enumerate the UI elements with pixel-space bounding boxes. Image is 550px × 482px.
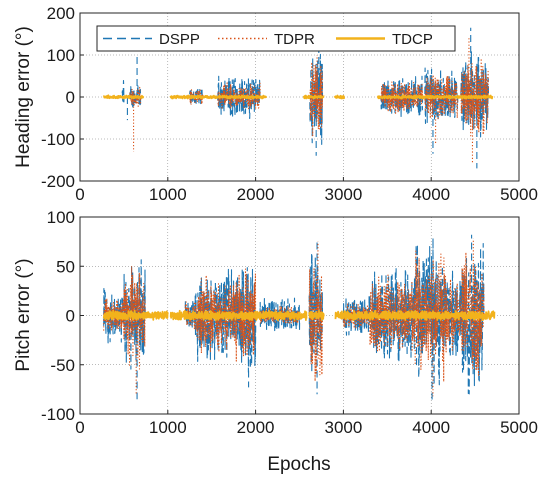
- pitch-x-tick-label: 0: [75, 418, 84, 437]
- pitch-y-tick-label: 50: [56, 257, 75, 276]
- legend: DSPP TDPR TDCP: [96, 25, 456, 52]
- heading-x-tick-label: 4000: [412, 185, 450, 204]
- heading-x-tick-label: 3000: [324, 185, 362, 204]
- legend-label-tdcp: TDCP: [392, 31, 433, 48]
- pitch-ticks: 0 1000 2000 3000 4000 5000 100 50 0 -50 -100: [41, 208, 538, 437]
- heading-tdcp-trace: [376, 94, 494, 100]
- heading-traces: [102, 27, 494, 169]
- pitch-x-tick-label: 2000: [237, 418, 275, 437]
- heading-tdpr-trace: [377, 57, 493, 137]
- heading-y-tick-label: 200: [47, 4, 75, 23]
- heading-y-tick-label: -200: [41, 172, 75, 191]
- legend-box: [96, 25, 456, 52]
- pitch-dspp-trace: [335, 237, 495, 395]
- heading-x-tick-label: 2000: [237, 185, 275, 204]
- pitch-x-axis-label: Epochs: [267, 454, 330, 475]
- pitch-tdcp-trace: [334, 309, 496, 322]
- pitch-dspp-trace: [103, 259, 169, 370]
- legend-label-dspp: DSPP: [159, 31, 200, 48]
- pitch-y-tick-label: 100: [47, 208, 75, 227]
- legend-label-tdpr: TDPR: [274, 31, 315, 48]
- pitch-tdpr-trace: [103, 265, 169, 370]
- heading-y-tick-label: 100: [47, 46, 75, 65]
- heading-x-tick-label: 5000: [500, 185, 538, 204]
- heading-y-tick-label: 0: [66, 88, 75, 107]
- heading-tdcp-trace: [333, 94, 346, 100]
- pitch-tdcp-trace: [308, 309, 325, 321]
- pitch-y-tick-label: -50: [50, 356, 75, 375]
- pitch-x-tick-label: 1000: [149, 418, 187, 437]
- heading-tdcp-trace: [303, 94, 325, 100]
- heading-x-tick-label: 0: [75, 185, 84, 204]
- pitch-tdcp-trace: [102, 309, 169, 321]
- pitch-panel: 0 1000 2000 3000 4000 5000 100 50 0 -50 -100 Pitch…: [13, 208, 538, 475]
- pitch-traces: [102, 234, 496, 403]
- heading-tdcp-trace: [102, 94, 145, 100]
- heading-x-tick-label: 1000: [149, 185, 187, 204]
- pitch-x-tick-label: 3000: [324, 418, 362, 437]
- pitch-tdpr-trace: [335, 250, 495, 383]
- pitch-x-tick-label: 5000: [500, 418, 538, 437]
- pitch-tdcp-trace: [169, 309, 308, 322]
- heading-y-tick-label: -100: [41, 130, 75, 149]
- pitch-y-tick-label: 0: [66, 307, 75, 326]
- pitch-y-axis-label: Pitch error (°): [13, 258, 34, 371]
- pitch-y-tick-label: -100: [41, 405, 75, 424]
- pitch-x-tick-label: 4000: [412, 418, 450, 437]
- heading-y-axis-label: Heading error (°): [13, 26, 34, 168]
- heading-tdcp-trace: [169, 94, 267, 100]
